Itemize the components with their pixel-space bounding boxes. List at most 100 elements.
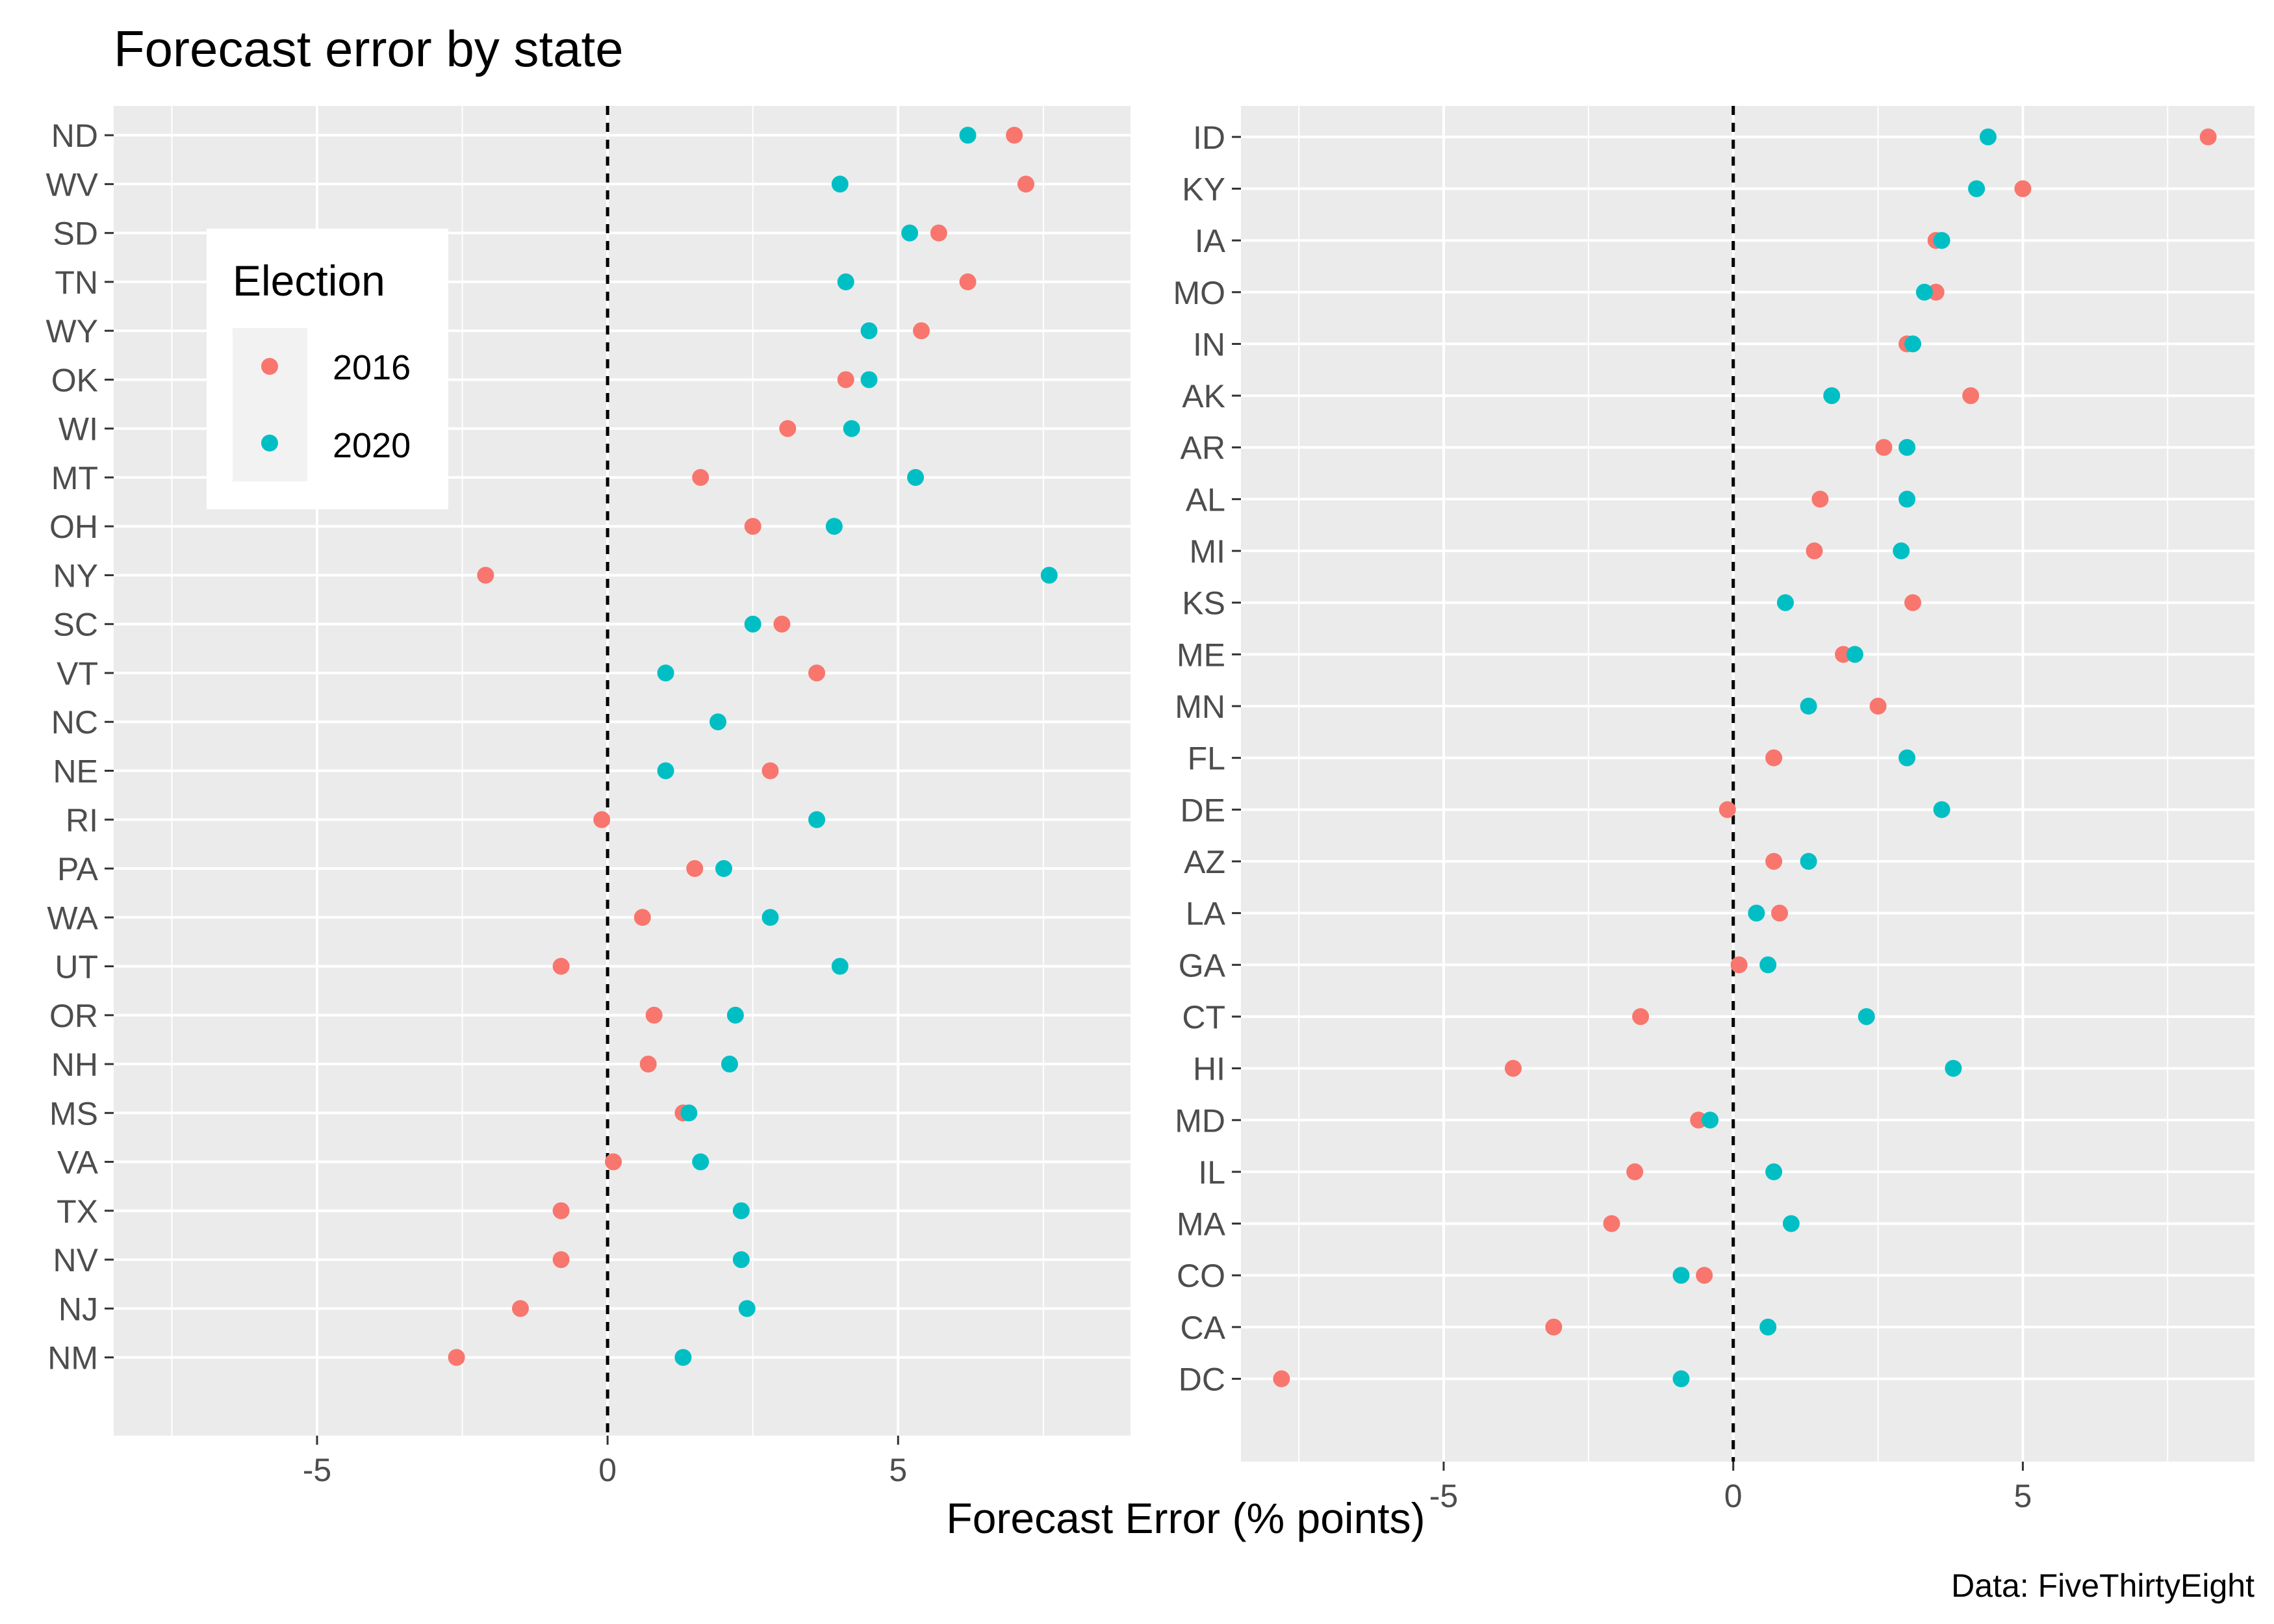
- point-2020-ok: [860, 371, 878, 388]
- point-2020-md: [1702, 1111, 1719, 1129]
- point-2016-wa: [633, 909, 651, 926]
- point-2020-il: [1765, 1163, 1783, 1180]
- point-2016-nv: [552, 1251, 570, 1269]
- panel-background: [1241, 106, 2255, 1462]
- y-tick-label-dc: DC: [1179, 1362, 1225, 1398]
- y-tick-label-ma: MA: [1177, 1206, 1226, 1243]
- point-2020-nc: [709, 713, 727, 731]
- y-tick-label-mt: MT: [51, 460, 98, 496]
- y-tick-label-wi: WI: [58, 411, 98, 448]
- point-2016-wv: [1017, 175, 1035, 193]
- point-2020-me: [1846, 646, 1863, 663]
- y-tick-label-ne: NE: [53, 754, 98, 790]
- point-2020-ak: [1823, 387, 1841, 405]
- point-2016-pa: [686, 860, 704, 878]
- point-2016-nh: [639, 1056, 657, 1073]
- point-2020-nj: [738, 1300, 756, 1317]
- point-2020-vt: [657, 664, 674, 681]
- point-2016-wi: [779, 420, 797, 437]
- y-tick-label-oh: OH: [49, 509, 98, 545]
- y-tick-label-ky: KY: [1182, 171, 1225, 207]
- y-tick-label-nd: ND: [51, 118, 98, 154]
- point-2020-wv: [831, 175, 849, 193]
- point-2020-ut: [831, 958, 849, 975]
- point-2020-mi: [1893, 542, 1910, 560]
- point-2016-ne: [761, 762, 779, 780]
- point-2016-nm: [448, 1349, 465, 1366]
- y-tick-label-az: AZ: [1184, 844, 1225, 880]
- chart-panels: ND WV SD TN WY OK WI MT OH NY SC VT NC NE RI PA WA UT OR NH…: [45, 106, 2255, 1514]
- point-2016-hi: [1504, 1059, 1522, 1077]
- legend-title: Election: [233, 257, 385, 305]
- point-2020-ia: [1933, 232, 1950, 249]
- y-tick-label-wa: WA: [47, 900, 98, 936]
- y-tick-label-tx: TX: [57, 1193, 98, 1230]
- y-tick-label-md: MD: [1175, 1102, 1225, 1139]
- point-2016-mn: [1869, 698, 1887, 715]
- point-2016-mi: [1806, 542, 1823, 560]
- point-2020-wa: [761, 909, 779, 926]
- point-2016-id: [2199, 128, 2217, 146]
- legend-key-2020: [261, 435, 278, 451]
- point-2016-nd: [1006, 127, 1023, 144]
- point-2016-dc: [1273, 1370, 1290, 1388]
- point-2020-mn: [1800, 698, 1817, 715]
- chart-title: Forecast error by state: [114, 20, 624, 77]
- point-2016-wy: [913, 322, 930, 340]
- point-2016-va: [605, 1153, 622, 1171]
- point-2020-nh: [721, 1056, 738, 1073]
- y-tick-label-mn: MN: [1175, 689, 1225, 725]
- y-tick-label-nm: NM: [47, 1340, 98, 1377]
- point-2016-me: [1835, 646, 1852, 663]
- y-tick-label-id: ID: [1193, 120, 1225, 156]
- y-tick-label-me: ME: [1177, 637, 1225, 673]
- y-tick-label-tn: TN: [55, 264, 98, 301]
- point-2016-ga: [1730, 956, 1748, 974]
- y-tick-label-il: IL: [1198, 1154, 1225, 1191]
- point-2016-ak: [1962, 387, 1980, 405]
- point-2020-pa: [715, 860, 732, 878]
- point-2020-hi: [1945, 1059, 1962, 1077]
- y-tick-label-fl: FL: [1188, 741, 1225, 777]
- y-tick-label-sc: SC: [53, 607, 98, 643]
- point-2016-ri: [593, 811, 611, 828]
- y-tick-label-wv: WV: [45, 166, 98, 203]
- point-2020-nv: [732, 1251, 750, 1269]
- y-tick-label-hi: HI: [1193, 1051, 1225, 1087]
- y-tick-label-ar: AR: [1181, 430, 1225, 466]
- point-2016-ca: [1545, 1318, 1563, 1336]
- y-tick-label-ut: UT: [55, 949, 98, 985]
- y-tick-label-nv: NV: [53, 1242, 99, 1278]
- point-2020-de: [1933, 801, 1950, 818]
- point-2016-vt: [808, 664, 826, 681]
- point-2020-la: [1748, 904, 1765, 922]
- y-tick-label-mo: MO: [1173, 275, 1225, 311]
- point-2016-ok: [837, 371, 854, 388]
- point-2020-va: [692, 1153, 709, 1171]
- point-2020-nd: [959, 127, 977, 144]
- point-2020-mo: [1915, 283, 1933, 301]
- legend-key-2016: [261, 358, 278, 375]
- point-2016-or: [645, 1006, 663, 1024]
- point-2020-fl: [1898, 749, 1916, 767]
- y-tick-label-wy: WY: [45, 313, 98, 349]
- point-2020-mt: [907, 468, 925, 486]
- panel-2: ID KY IA MO IN AK AR AL MI KS ME MN FL DE AZ LA GA CT HI MD…: [1173, 106, 2255, 1514]
- y-tick-label-va: VA: [57, 1145, 99, 1181]
- point-2016-md: [1690, 1111, 1707, 1129]
- point-2020-ga: [1759, 956, 1777, 974]
- y-tick-label-ri: RI: [66, 802, 98, 839]
- y-tick-label-co: CO: [1177, 1258, 1225, 1294]
- point-2020-id: [1979, 128, 1997, 146]
- point-2016-tn: [959, 273, 977, 290]
- y-tick-label-ca: CA: [1181, 1310, 1226, 1346]
- point-2020-wi: [843, 420, 860, 437]
- x-tick-label: 5: [889, 1452, 907, 1488]
- y-tick-label-ct: CT: [1182, 999, 1225, 1035]
- point-2020-ca: [1759, 1318, 1777, 1336]
- point-2020-sd: [901, 224, 919, 242]
- point-2016-ct: [1632, 1008, 1650, 1025]
- point-2020-nm: [674, 1349, 692, 1366]
- y-tick-label-pa: PA: [57, 851, 99, 887]
- point-2016-il: [1626, 1163, 1644, 1180]
